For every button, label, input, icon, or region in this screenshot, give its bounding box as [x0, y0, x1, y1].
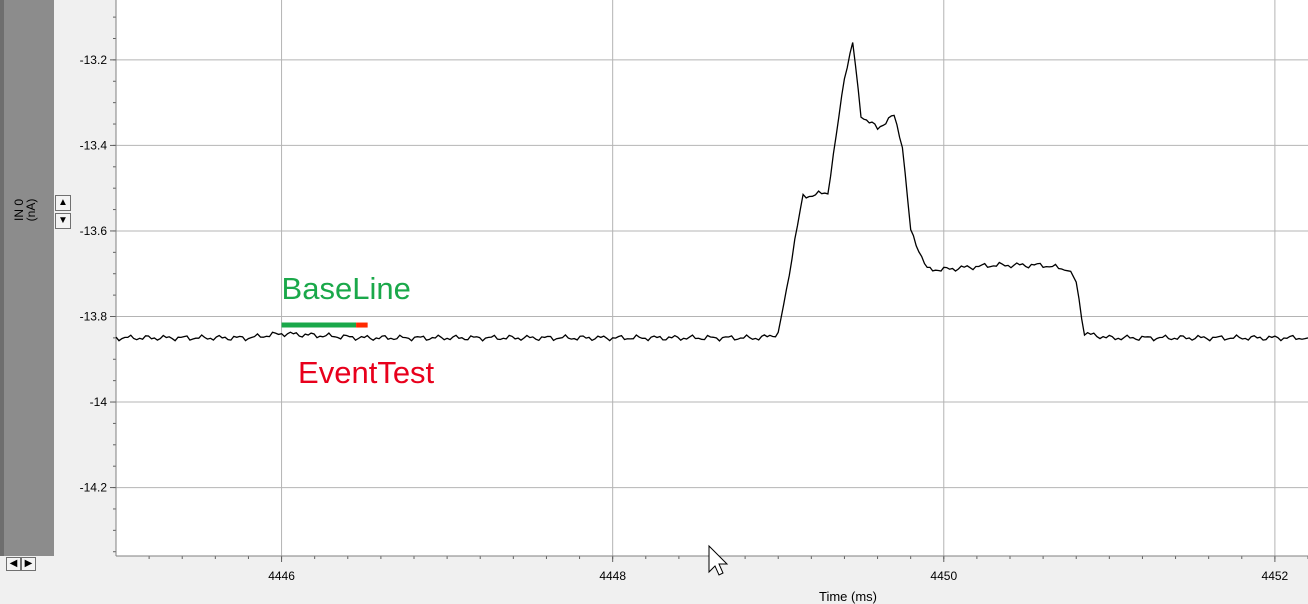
x-tick-labels: 4446 4448 4450 4452	[268, 569, 1288, 583]
plot-area	[116, 0, 1308, 556]
y-axis-panel	[54, 0, 116, 556]
left-strip-edge	[0, 0, 4, 556]
left-gray-strip	[0, 0, 54, 556]
y-tick-label: -13.4	[80, 138, 108, 152]
x-tick-label: 4446	[268, 569, 295, 583]
x-tick-label: 4452	[1262, 569, 1289, 583]
y-tick-label: -14	[90, 395, 108, 409]
y-tick-label: -13.2	[80, 53, 108, 67]
series-line	[115, 42, 1308, 342]
baseline-label: BaseLine	[282, 271, 411, 306]
y-scale-down-button[interactable]: ▼	[55, 213, 71, 229]
x-tick-label: 4450	[930, 569, 957, 583]
x-axis-panel	[0, 556, 1308, 604]
y-scale-up-button[interactable]: ▲	[55, 195, 71, 211]
y-axis-unit: (nA)	[24, 198, 38, 222]
grid-lines	[116, 0, 1308, 556]
series-layer	[115, 42, 1308, 342]
y-tick-labels: -13.2 -13.4 -13.6 -13.8 -14 -14.2	[80, 53, 108, 495]
y-tick-label: -14.2	[80, 481, 108, 495]
x-tick-label: 4448	[599, 569, 626, 583]
annotation-layer: BaseLine EventTest	[281, 271, 435, 390]
x-scroll-left-button[interactable]: ◀	[6, 557, 21, 571]
eventtest-label: EventTest	[298, 355, 435, 390]
x-axis-title: Time (ms)	[819, 589, 877, 604]
mouse-cursor-icon	[708, 544, 729, 576]
y-tick-label: -13.6	[80, 224, 108, 238]
x-scroll-right-button[interactable]: ▶	[21, 557, 36, 571]
y-tick-label: -13.8	[80, 309, 108, 323]
